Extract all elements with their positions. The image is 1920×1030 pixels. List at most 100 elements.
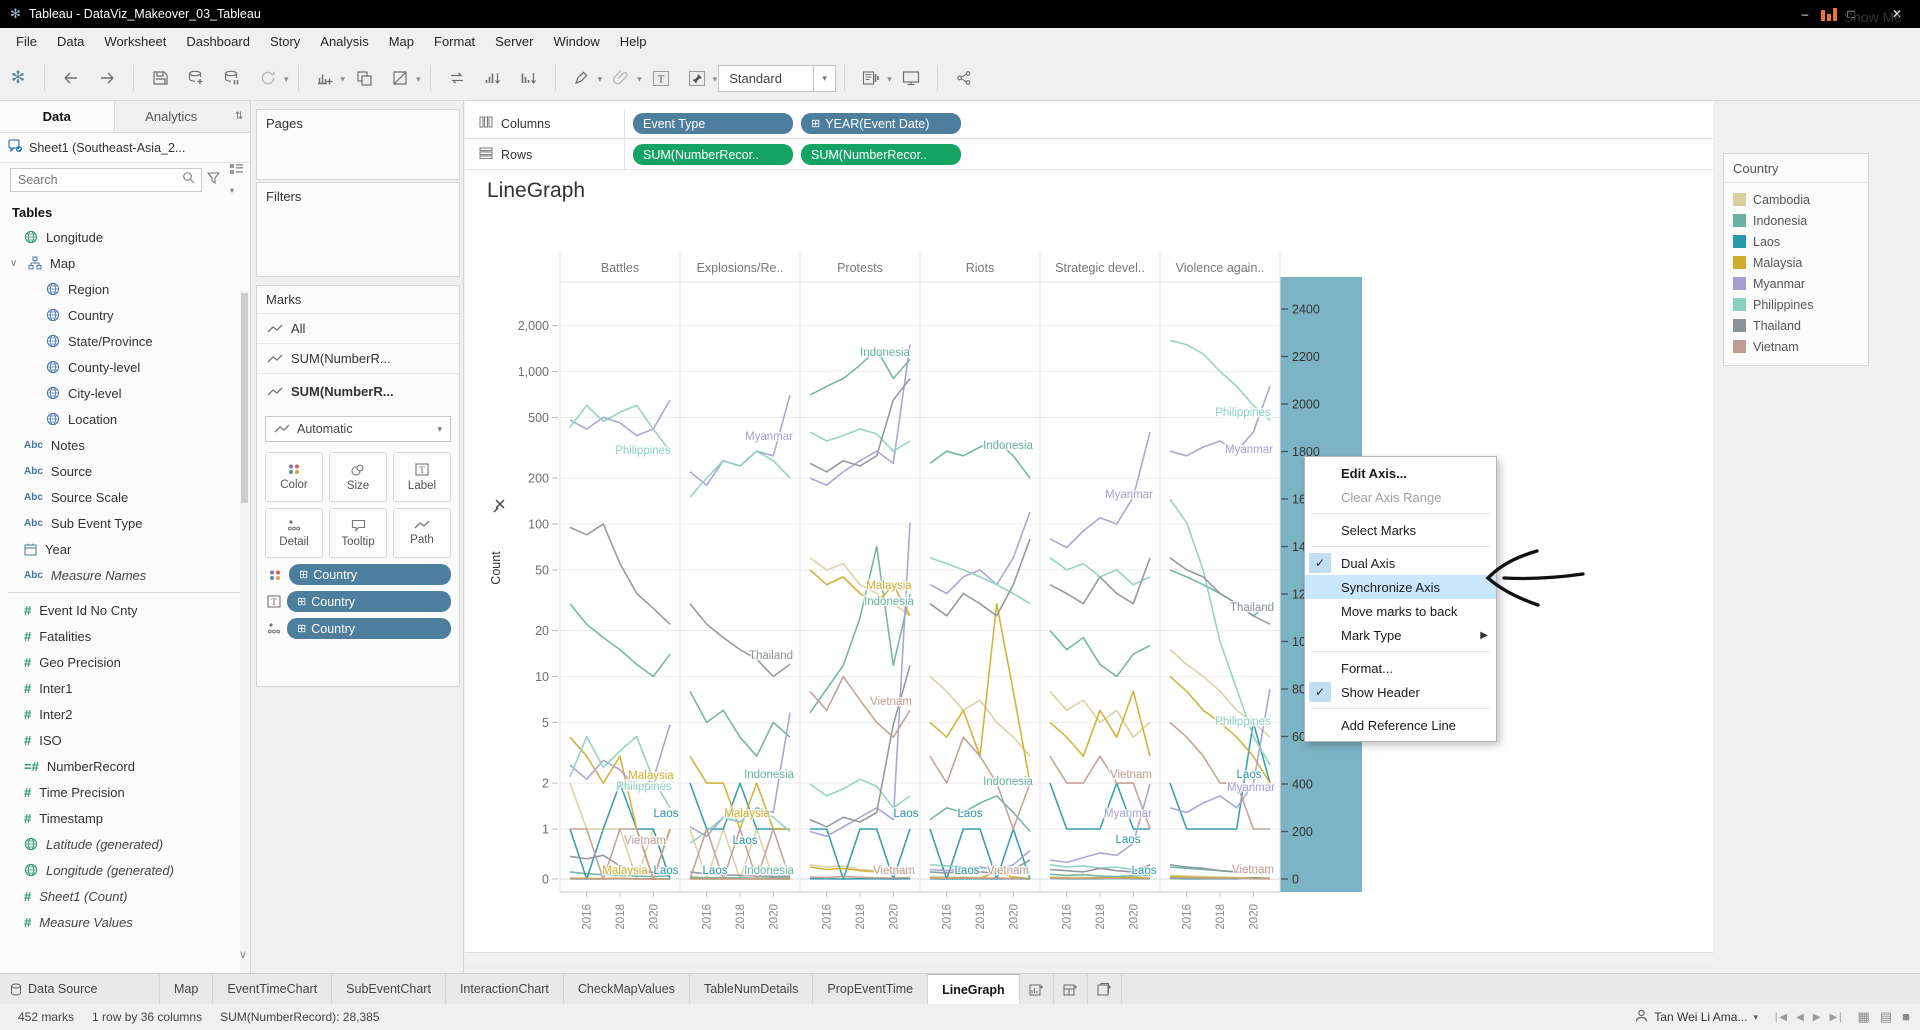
sheet-tab-checkmapvalues[interactable]: CheckMapValues (564, 974, 690, 1004)
legend-item-philippines[interactable]: Philippines (1724, 294, 1868, 315)
menu-window[interactable]: Window (543, 28, 609, 56)
field-year[interactable]: Year (0, 536, 250, 562)
filmstrip-icon[interactable]: ▤ (1880, 1009, 1892, 1025)
field-city-level[interactable]: City-level (0, 380, 250, 406)
menu-item-format-[interactable]: Format... (1305, 656, 1496, 680)
group-members-caret-icon[interactable]: ▾ (637, 71, 642, 85)
field-sheet1-count-[interactable]: #Sheet1 (Count) (0, 883, 250, 909)
group-members-button[interactable] (605, 62, 637, 94)
field-county-level[interactable]: County-level (0, 354, 250, 380)
menu-worksheet[interactable]: Worksheet (94, 28, 176, 56)
field-geo-precision[interactable]: #Geo Precision (0, 649, 250, 675)
field-map[interactable]: ∨Map (0, 250, 250, 276)
run-auto-updates-caret-icon[interactable]: ▾ (284, 71, 289, 85)
fit-mode-select[interactable]: Standard (718, 65, 814, 92)
tableau-home-icon[interactable]: ✻ (2, 62, 34, 94)
field-timestamp[interactable]: #Timestamp (0, 805, 250, 831)
field-sub-event-type[interactable]: AbcSub Event Type (0, 510, 250, 536)
show-hide-cards-caret-icon[interactable]: ▾ (887, 71, 892, 85)
sheet-nav-controls[interactable]: ❘◀◀▶▶❘ (1772, 1012, 1844, 1023)
color-legend[interactable]: Country CambodiaIndonesiaLaosMalaysiaMya… (1723, 153, 1869, 366)
redo-button[interactable] (91, 62, 123, 94)
field-notes[interactable]: AbcNotes (0, 432, 250, 458)
field-longitude[interactable]: Longitude (0, 224, 250, 250)
menu-format[interactable]: Format (424, 28, 485, 56)
new-worksheet-caret-icon[interactable]: ▾ (341, 71, 346, 85)
field-source[interactable]: AbcSource (0, 458, 250, 484)
duplicate-button[interactable] (348, 62, 380, 94)
filters-card[interactable]: Filters (256, 182, 460, 277)
sort-descending-button[interactable] (513, 62, 545, 94)
pause-auto-updates-button[interactable] (216, 62, 248, 94)
pages-card[interactable]: Pages (256, 109, 460, 180)
sheet-tab-interactionchart[interactable]: InteractionChart (446, 974, 564, 1004)
tab-data-source[interactable]: Data Source (0, 974, 160, 1004)
new-story-tab-icon[interactable] (1088, 974, 1122, 1004)
presentation-mode-button[interactable] (895, 62, 927, 94)
field-source-scale[interactable]: AbcSource Scale (0, 484, 250, 510)
rows-shelf[interactable]: Rows SUM(NumberRecor..SUM(NumberRecor.. (465, 140, 1713, 170)
run-auto-updates-button[interactable] (252, 62, 284, 94)
expand-box-icon[interactable]: ⊞ (299, 568, 308, 581)
view-options-icon[interactable]: ▾ (230, 162, 244, 198)
field-fatalities[interactable]: #Fatalities (0, 623, 250, 649)
menu-item-dual-axis[interactable]: ✓Dual Axis (1305, 551, 1496, 575)
user-menu[interactable]: Tan Wei Li Ama... ▾ (1635, 1009, 1758, 1025)
menu-server[interactable]: Server (485, 28, 543, 56)
field-region[interactable]: Region (0, 276, 250, 302)
new-worksheet-button[interactable] (309, 62, 341, 94)
sheet-tab-eventtimechart[interactable]: EventTimeChart (213, 974, 332, 1004)
marks-layer-sum-numberr-[interactable]: SUM(NumberR... (257, 343, 459, 373)
menu-dashboard[interactable]: Dashboard (176, 28, 260, 56)
field-inter1[interactable]: #Inter1 (0, 675, 250, 701)
sheet-tab-tablenumdetails[interactable]: TableNumDetails (690, 974, 813, 1004)
columns-pill-year-event-date-[interactable]: ⊞YEAR(Event Date) (801, 113, 961, 134)
share-button[interactable] (948, 62, 980, 94)
fullscreen-icon[interactable]: ■ (1902, 1009, 1910, 1025)
field-event-id-no-cnty[interactable]: #Event Id No Cnty (0, 597, 250, 623)
columns-shelf[interactable]: Columns Event Type⊞YEAR(Event Date) (465, 109, 1713, 139)
field-location[interactable]: Location (0, 406, 250, 432)
sheet-tab-propeventtime[interactable]: PropEventTime (813, 974, 928, 1004)
show-me-button[interactable]: Show Me (1821, 8, 1902, 25)
expand-box-icon[interactable]: ⊞ (297, 595, 306, 608)
highlight-button[interactable] (566, 62, 598, 94)
clear-sheet-button[interactable] (384, 62, 416, 94)
field-longitude-generated-[interactable]: Longitude (generated) (0, 857, 250, 883)
columns-pill-event-type[interactable]: Event Type (633, 113, 793, 134)
field-time-precision[interactable]: #Time Precision (0, 779, 250, 805)
marks-pill-country[interactable]: ⊞Country (287, 591, 451, 612)
legend-item-cambodia[interactable]: Cambodia (1724, 189, 1868, 210)
sheet-tab-map[interactable]: Map (160, 974, 213, 1004)
field-measure-values[interactable]: #Measure Values (0, 909, 250, 935)
field-iso[interactable]: #ISO (0, 727, 250, 753)
size-button[interactable]: Size (329, 452, 387, 502)
new-data-source-button[interactable] (180, 62, 212, 94)
rows-pill-sum-numberrecor-[interactable]: SUM(NumberRecor.. (633, 144, 793, 165)
clear-sheet-caret-icon[interactable]: ▾ (416, 71, 421, 85)
field-inter2[interactable]: #Inter2 (0, 701, 250, 727)
field-country[interactable]: Country (0, 302, 250, 328)
field-state-province[interactable]: State/Province (0, 328, 250, 354)
marks-pill-country[interactable]: ⊞Country (289, 564, 451, 585)
color-button[interactable]: Color (265, 452, 323, 502)
menu-item-mark-type[interactable]: Mark Type▶ (1305, 623, 1496, 647)
pane-swap-icon[interactable]: ⇅ (228, 101, 250, 132)
menu-help[interactable]: Help (610, 28, 657, 56)
worksheet-area[interactable]: Columns Event Type⊞YEAR(Event Date) Rows… (465, 100, 1713, 962)
path-button[interactable]: Path (393, 508, 451, 558)
swap-rows-columns-button[interactable] (441, 62, 473, 94)
mark-type-select[interactable]: Automatic▾ (265, 416, 451, 442)
menu-map[interactable]: Map (379, 28, 424, 56)
filter-fields-icon[interactable] (207, 171, 220, 189)
data-pane-scrollbar[interactable] (240, 291, 249, 1030)
expand-box-icon[interactable]: ⊞ (297, 622, 306, 635)
menu-story[interactable]: Story (260, 28, 310, 56)
marks-pill-country[interactable]: ⊞Country (287, 618, 451, 639)
menu-item-show-header[interactable]: ✓Show Header (1305, 680, 1496, 704)
menu-item-clear-axis-range[interactable]: Clear Axis Range (1305, 485, 1496, 509)
fit-mode-caret-icon[interactable]: ▾ (814, 65, 836, 92)
menu-file[interactable]: File (6, 28, 47, 56)
show-hide-cards-button[interactable] (855, 62, 887, 94)
new-dashboard-tab-icon[interactable] (1054, 974, 1088, 1004)
